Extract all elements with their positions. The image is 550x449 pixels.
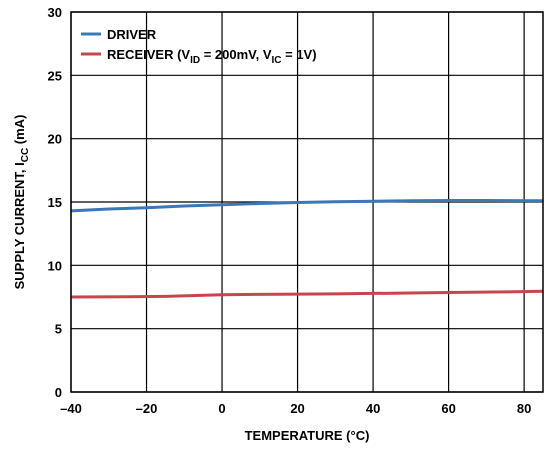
legend-label-sub: IC [272, 55, 282, 66]
y-tick-label: 15 [48, 195, 62, 210]
x-tick-label: 40 [366, 401, 380, 416]
y-tick-label: 5 [55, 322, 62, 337]
legend: DRIVER RECEIVER (VID = 200mV, VIC = 1V) [81, 27, 317, 66]
series-line-driver [70, 198, 544, 213]
y-tick-label: 20 [48, 132, 62, 147]
legend-label-part: RECEIVER (V [107, 47, 190, 62]
x-tick-label: 60 [441, 401, 455, 416]
x-tick-label: –40 [60, 401, 82, 416]
x-tick-labels: –40 –20 0 20 40 60 80 [60, 401, 531, 416]
y-tick-label: 25 [48, 68, 62, 83]
plot-frame [70, 11, 544, 393]
series-line-receiver [70, 289, 544, 299]
x-tick-label: 80 [517, 401, 531, 416]
y-tick-label: 0 [55, 385, 62, 400]
y-tick-labels: 0 5 10 15 20 25 30 [48, 5, 62, 400]
x-tick-label: 20 [290, 401, 304, 416]
y-tick-label: 10 [48, 258, 62, 273]
y-tick-label: 30 [48, 5, 62, 20]
legend-label: RECEIVER (VID = 200mV, VIC = 1V) [107, 47, 317, 66]
legend-label-part: = 1V) [282, 47, 317, 62]
legend-label-part: DRIVER [107, 27, 157, 42]
x-axis-title: TEMPERATURE (°C) [245, 428, 370, 443]
x-tick-label: –20 [136, 401, 158, 416]
y-axis-title-suffix: (mA) [12, 115, 27, 148]
y-axis-title-main: SUPPLY CURRENT, I [12, 162, 27, 289]
y-axis-title-sub: CC [20, 148, 31, 162]
legend-label-sub: ID [190, 55, 200, 66]
legend-label: DRIVER [107, 27, 157, 42]
legend-label-part: = 200mV, V [200, 47, 272, 62]
y-axis-title: SUPPLY CURRENT, ICC (mA) [12, 115, 31, 290]
x-tick-label: 0 [218, 401, 225, 416]
series-layer [70, 198, 544, 299]
